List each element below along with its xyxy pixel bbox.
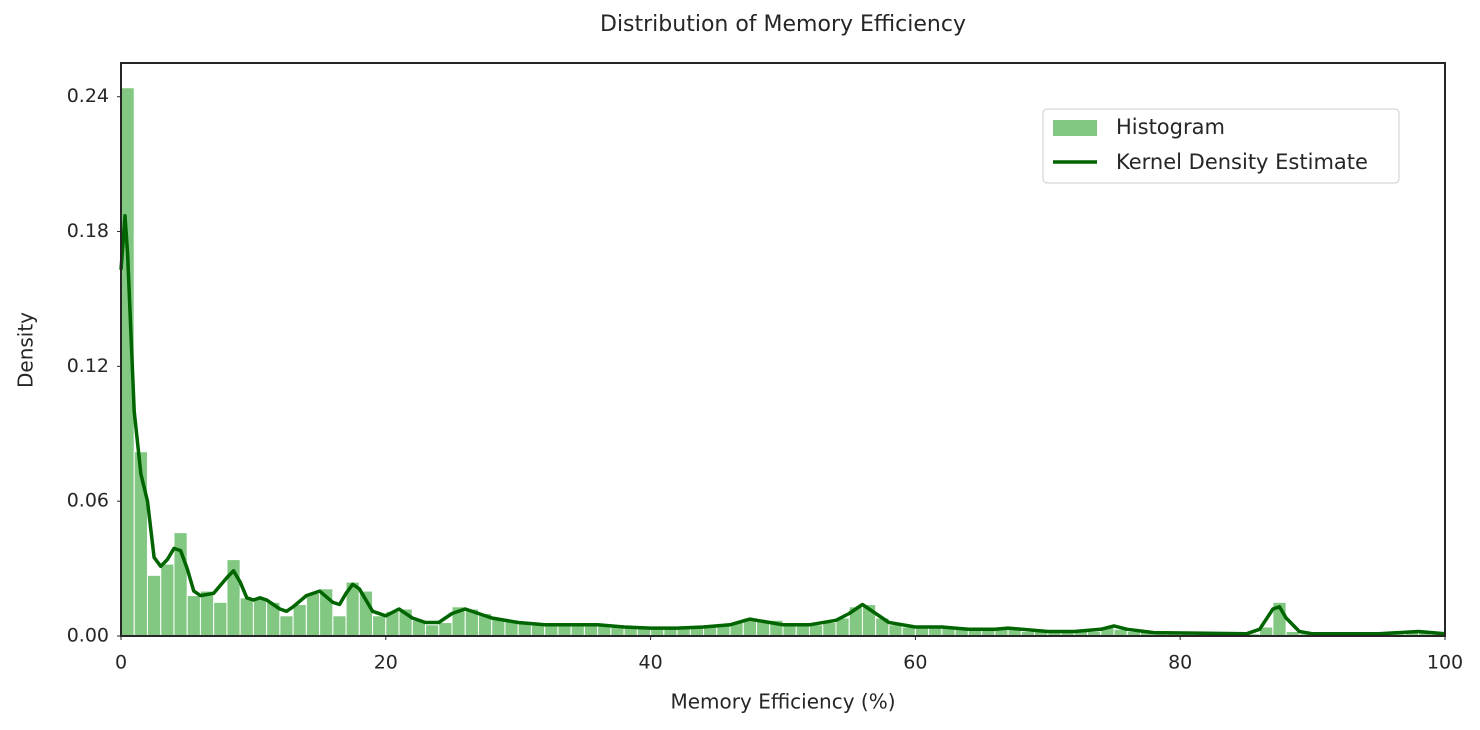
- bar: [530, 624, 546, 637]
- y-tick-label: 0.06: [67, 490, 109, 512]
- bar: [186, 595, 201, 637]
- bar: [213, 601, 228, 637]
- y-tick-label: 0.18: [67, 220, 109, 242]
- legend-label: Histogram: [1116, 115, 1225, 139]
- bar: [808, 624, 824, 637]
- bar: [305, 592, 321, 637]
- y-axis-label: Density: [14, 312, 38, 388]
- x-tick-label: 20: [374, 652, 398, 674]
- x-tick-label: 0: [115, 652, 127, 674]
- legend-label: Kernel Density Estimate: [1116, 150, 1368, 174]
- bar: [332, 615, 347, 637]
- bar: [160, 563, 175, 637]
- x-tick-label: 60: [903, 652, 927, 674]
- y-tick-label: 0.12: [67, 355, 109, 377]
- bar: [425, 624, 440, 637]
- y-tick-label: 0.24: [67, 85, 109, 107]
- x-tick-label: 80: [1168, 652, 1192, 674]
- plot-frame: [120, 62, 1446, 637]
- x-tick-label: 100: [1427, 652, 1463, 674]
- bar: [252, 597, 268, 637]
- chart-title: Distribution of Memory Efficiency: [600, 12, 966, 37]
- bar: [822, 622, 837, 637]
- x-tick-label: 40: [639, 652, 663, 674]
- bar: [292, 604, 307, 637]
- bar: [199, 590, 215, 637]
- legend-box: [1042, 108, 1400, 184]
- bar: [146, 574, 162, 637]
- bar: [438, 622, 453, 637]
- legend-swatch: [1053, 120, 1097, 136]
- bar: [888, 624, 903, 637]
- kde-line: [119, 214, 1446, 636]
- bar: [372, 615, 387, 637]
- bar: [279, 615, 294, 637]
- x-axis-label: Memory Efficiency (%): [671, 690, 896, 714]
- y-tick-label: 0.00: [67, 625, 109, 647]
- bar: [239, 597, 254, 637]
